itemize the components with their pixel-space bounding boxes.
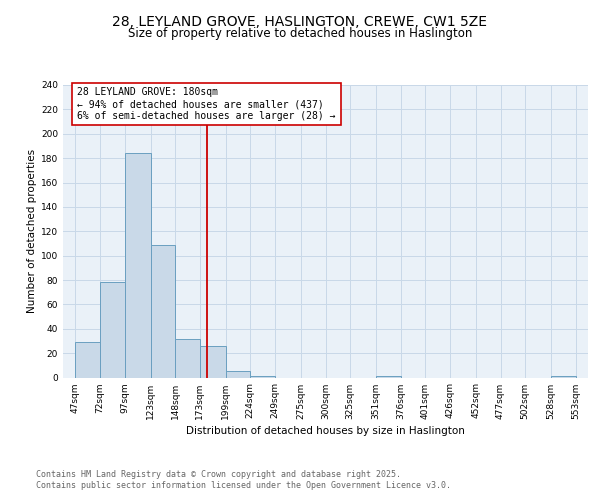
Text: Size of property relative to detached houses in Haslington: Size of property relative to detached ho… xyxy=(128,28,472,40)
X-axis label: Distribution of detached houses by size in Haslington: Distribution of detached houses by size … xyxy=(186,426,465,436)
Bar xyxy=(226,372,250,378)
Text: 28 LEYLAND GROVE: 180sqm
← 94% of detached houses are smaller (437)
6% of semi-d: 28 LEYLAND GROVE: 180sqm ← 94% of detach… xyxy=(77,88,336,120)
Bar xyxy=(200,346,226,378)
Bar xyxy=(175,338,200,378)
Bar xyxy=(151,244,175,378)
Text: 28, LEYLAND GROVE, HASLINGTON, CREWE, CW1 5ZE: 28, LEYLAND GROVE, HASLINGTON, CREWE, CW… xyxy=(113,15,487,29)
Bar xyxy=(100,282,125,378)
Bar xyxy=(76,342,100,378)
Bar xyxy=(551,376,575,378)
Bar xyxy=(250,376,275,378)
Bar xyxy=(376,376,401,378)
Bar xyxy=(125,153,151,378)
Y-axis label: Number of detached properties: Number of detached properties xyxy=(27,149,37,314)
Text: Contains HM Land Registry data © Crown copyright and database right 2025.: Contains HM Land Registry data © Crown c… xyxy=(36,470,401,479)
Text: Contains public sector information licensed under the Open Government Licence v3: Contains public sector information licen… xyxy=(36,481,451,490)
